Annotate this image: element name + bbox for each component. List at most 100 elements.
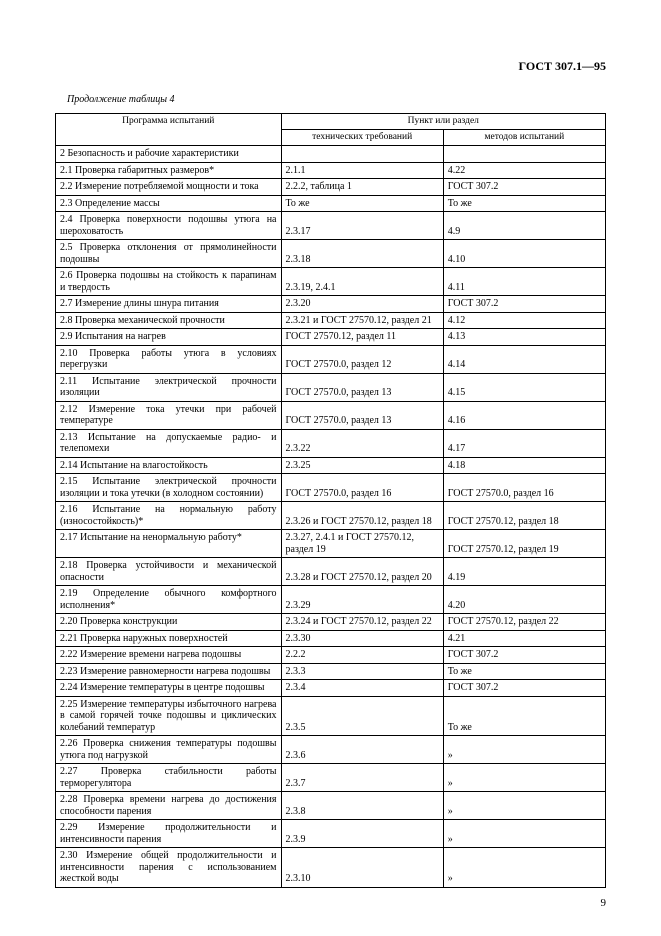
table-row-program: 2.29 Измерение продолжительности и интен… [56, 820, 282, 848]
table-row-program: 2.13 Испытание на допускаемые радио- и т… [56, 429, 282, 457]
table-row-tech: ГОСТ 27570.12, раздел 11 [281, 329, 443, 346]
table-row-program: 2.15 Испытание электрической прочности и… [56, 474, 282, 502]
table-row-program: 2.23 Измерение равномерности нагрева под… [56, 663, 282, 680]
table-row-method: 4.19 [443, 558, 605, 586]
table-row-method: 4.10 [443, 240, 605, 268]
col-header-tech: технических требований [281, 130, 443, 146]
table-row-tech: 2.3.4 [281, 680, 443, 697]
table-row-method: 4.11 [443, 268, 605, 296]
table-row-method: » [443, 848, 605, 888]
table-row-method: 4.15 [443, 373, 605, 401]
table-row-tech: 2.3.6 [281, 736, 443, 764]
table-row-method: 4.9 [443, 212, 605, 240]
table-row-program: 2.22 Измерение времени нагрева подошвы [56, 647, 282, 664]
table-row-method: 4.18 [443, 457, 605, 474]
table-row-program: 2.3 Определение массы [56, 195, 282, 212]
table-row-program: 2.7 Измерение длины шнура питания [56, 296, 282, 313]
table-row-tech: 2.3.27, 2.4.1 и ГОСТ 27570.12, раздел 19 [281, 530, 443, 558]
table-row-program: 2.12 Измерение тока утечки при рабочей т… [56, 401, 282, 429]
table-row-tech: 2.1.1 [281, 162, 443, 179]
table-row-tech: 2.3.25 [281, 457, 443, 474]
table-row-program: 2.30 Измерение общей продолжительности и… [56, 848, 282, 888]
table-row-program: 2.9 Испытания на нагрев [56, 329, 282, 346]
table-row-program: 2.17 Испытание на ненормальную работу* [56, 530, 282, 558]
table-row-program: 2.24 Измерение температуры в центре подо… [56, 680, 282, 697]
col-header-program: Программа испытаний [56, 114, 282, 146]
table-row-program: 2.1 Проверка габаритных размеров* [56, 162, 282, 179]
table-row-program: 2.20 Проверка конструкции [56, 614, 282, 631]
table-row-tech: 2.3.18 [281, 240, 443, 268]
table-row-program: 2.27 Проверка стабильности работы термор… [56, 764, 282, 792]
table-row-program: 2 Безопасность и рабочие характеристики [56, 146, 282, 163]
table-row-program: 2.4 Проверка поверхности подошвы утюга н… [56, 212, 282, 240]
table-row-tech: 2.3.7 [281, 764, 443, 792]
table-row-method: 4.21 [443, 630, 605, 647]
table-row-method: ГОСТ 307.2 [443, 647, 605, 664]
table-row-tech: 2.3.19, 2.4.1 [281, 268, 443, 296]
table-row-tech: ГОСТ 27570.0, раздел 16 [281, 474, 443, 502]
table-row-tech: 2.3.29 [281, 586, 443, 614]
table-row-tech: 2.3.9 [281, 820, 443, 848]
table-row-method: 4.13 [443, 329, 605, 346]
table-row-tech [281, 146, 443, 163]
table-row-method: ГОСТ 307.2 [443, 179, 605, 196]
table-row-program: 2.28 Проверка времени нагрева до достиже… [56, 792, 282, 820]
table-caption: Продолжение таблицы 4 [67, 94, 606, 106]
table-row-program: 2.19 Определение обычного комфортного ис… [56, 586, 282, 614]
table-row-method: ГОСТ 307.2 [443, 680, 605, 697]
table-row-tech: 2.3.5 [281, 696, 443, 736]
table-row-method: » [443, 792, 605, 820]
table-row-method: То же [443, 696, 605, 736]
table-row-program: 2.21 Проверка наружных поверхностей [56, 630, 282, 647]
table-row-tech: 2.3.20 [281, 296, 443, 313]
table-row-method: ГОСТ 27570.0, раздел 16 [443, 474, 605, 502]
table-row-method: » [443, 764, 605, 792]
table-row-method: ГОСТ 27570.12, раздел 22 [443, 614, 605, 631]
table-row-program: 2.2 Измерение потребляемой мощности и то… [56, 179, 282, 196]
table-row-tech: ГОСТ 27570.0, раздел 13 [281, 373, 443, 401]
table-row-tech: ГОСТ 27570.0, раздел 12 [281, 345, 443, 373]
table-row-method: » [443, 820, 605, 848]
table-row-tech: 2.2.2 [281, 647, 443, 664]
table-row-program: 2.18 Проверка устойчивости и механическо… [56, 558, 282, 586]
requirements-table: Программа испытаний Пункт или раздел тех… [55, 113, 606, 887]
page-number: 9 [601, 897, 607, 910]
table-row-tech: 2.3.10 [281, 848, 443, 888]
table-row-method: 4.12 [443, 312, 605, 329]
table-row-tech: 2.3.22 [281, 429, 443, 457]
table-row-program: 2.6 Проверка подошвы на стойкость к пара… [56, 268, 282, 296]
table-row-method: ГОСТ 27570.12, раздел 19 [443, 530, 605, 558]
table-row-method: 4.14 [443, 345, 605, 373]
table-row-tech: 2.2.2, таблица 1 [281, 179, 443, 196]
table-row-tech: 2.3.21 и ГОСТ 27570.12, раздел 21 [281, 312, 443, 329]
table-row-tech: 2.3.28 и ГОСТ 27570.12, раздел 20 [281, 558, 443, 586]
table-row-method: 4.22 [443, 162, 605, 179]
table-row-tech: 2.3.24 и ГОСТ 27570.12, раздел 22 [281, 614, 443, 631]
table-row-tech: ГОСТ 27570.0, раздел 13 [281, 401, 443, 429]
table-row-method: То же [443, 195, 605, 212]
table-row-program: 2.5 Проверка отклонения от прямолинейнос… [56, 240, 282, 268]
table-row-program: 2.10 Проверка работы утюга в условиях пе… [56, 345, 282, 373]
table-row-program: 2.16 Испытание на нормальную работу (изн… [56, 502, 282, 530]
table-row-program: 2.25 Измерение температуры избыточного н… [56, 696, 282, 736]
table-row-method: ГОСТ 307.2 [443, 296, 605, 313]
table-row-method: 4.20 [443, 586, 605, 614]
table-row-method: 4.17 [443, 429, 605, 457]
table-row-method: 4.16 [443, 401, 605, 429]
table-row-tech: 2.3.17 [281, 212, 443, 240]
table-row-method: То же [443, 663, 605, 680]
table-row-tech: 2.3.8 [281, 792, 443, 820]
table-row-program: 2.14 Испытание на влагостойкость [56, 457, 282, 474]
table-row-program: 2.8 Проверка механической прочности [56, 312, 282, 329]
col-header-group: Пункт или раздел [281, 114, 606, 130]
document-number: ГОСТ 307.1—95 [55, 60, 606, 74]
table-row-program: 2.11 Испытание электрической прочности и… [56, 373, 282, 401]
table-row-method [443, 146, 605, 163]
table-row-method: » [443, 736, 605, 764]
table-row-tech: 2.3.3 [281, 663, 443, 680]
table-row-tech: 2.3.26 и ГОСТ 27570.12, раздел 18 [281, 502, 443, 530]
table-row-program: 2.26 Проверка снижения температуры подош… [56, 736, 282, 764]
col-header-methods: методов испытаний [443, 130, 605, 146]
table-row-tech: 2.3.30 [281, 630, 443, 647]
table-row-method: ГОСТ 27570.12, раздел 18 [443, 502, 605, 530]
